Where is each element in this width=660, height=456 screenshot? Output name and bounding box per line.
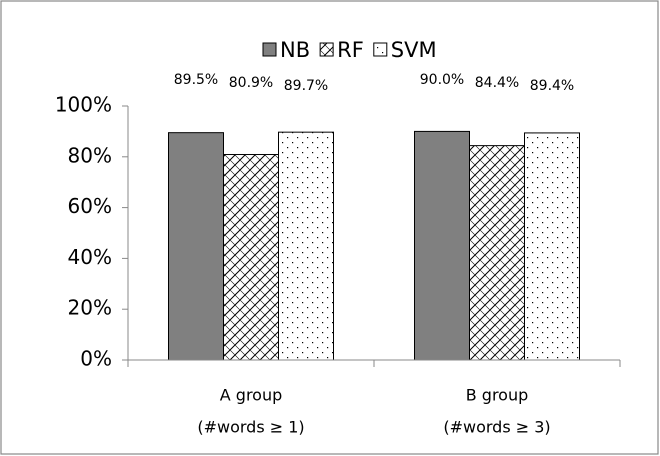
value-label: 89.5% <box>174 72 218 88</box>
bar <box>278 131 334 361</box>
bar <box>168 132 224 361</box>
x-tick-label: B group <box>466 386 529 405</box>
x-tick-label: (#words ≥ 3) <box>443 418 550 437</box>
legend-swatch <box>262 42 277 57</box>
value-label: 89.4% <box>530 78 574 94</box>
legend-label: SVM <box>391 38 437 62</box>
legend-swatch <box>373 42 388 57</box>
value-label: 80.9% <box>229 75 273 91</box>
y-tick-label: 0% <box>80 347 112 371</box>
x-tick-label: (#words ≥ 1) <box>197 418 304 437</box>
y-tick-label: 40% <box>68 245 112 269</box>
value-label: 84.4% <box>475 75 519 91</box>
value-label: 89.7% <box>284 78 328 94</box>
bar <box>223 154 279 361</box>
value-label: 90.0% <box>420 72 464 88</box>
bar <box>469 145 525 361</box>
legend-label: NB <box>280 38 310 62</box>
bar <box>524 132 580 361</box>
y-tick-label: 80% <box>68 143 112 167</box>
legend-swatch <box>319 42 334 57</box>
y-tick-label: 100% <box>55 93 112 117</box>
y-tick-label: 20% <box>68 296 112 320</box>
bar <box>414 130 470 361</box>
legend-label: RF <box>337 38 364 62</box>
x-tick-label: A group <box>220 386 283 405</box>
y-tick-label: 60% <box>68 194 112 218</box>
